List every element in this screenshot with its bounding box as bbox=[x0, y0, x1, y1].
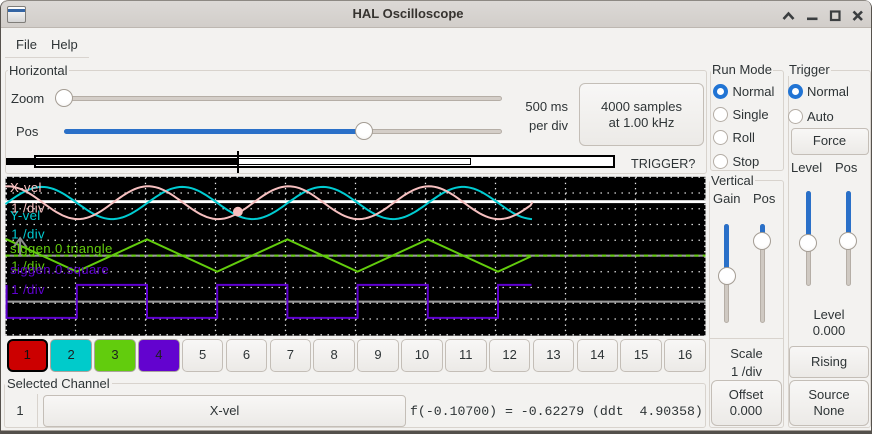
svg-text:X-vel: X-vel bbox=[10, 180, 42, 195]
svg-text:siggen.0.square: siggen.0.square bbox=[10, 262, 109, 277]
svg-text:1 /div: 1 /div bbox=[11, 200, 45, 215]
svg-text:1 /div: 1 /div bbox=[11, 226, 45, 241]
svg-text:Y-vel: Y-vel bbox=[10, 208, 41, 223]
svg-text:siggen.0.triangle: siggen.0.triangle bbox=[10, 241, 113, 256]
svg-text:1 /div: 1 /div bbox=[11, 282, 45, 297]
svg-text:1 /div: 1 /div bbox=[11, 259, 45, 274]
